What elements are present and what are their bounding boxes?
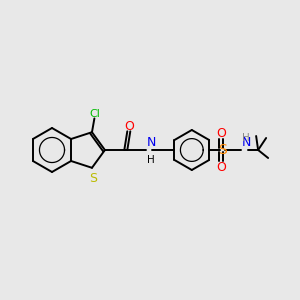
Text: O: O xyxy=(216,127,226,140)
Text: O: O xyxy=(124,120,134,133)
Text: S: S xyxy=(218,143,226,157)
Text: H: H xyxy=(242,133,250,143)
Text: N: N xyxy=(147,136,156,149)
Text: H: H xyxy=(147,155,154,165)
Text: Cl: Cl xyxy=(89,110,100,119)
Text: S: S xyxy=(89,172,97,185)
Text: N: N xyxy=(242,136,251,149)
Text: O: O xyxy=(216,160,226,173)
